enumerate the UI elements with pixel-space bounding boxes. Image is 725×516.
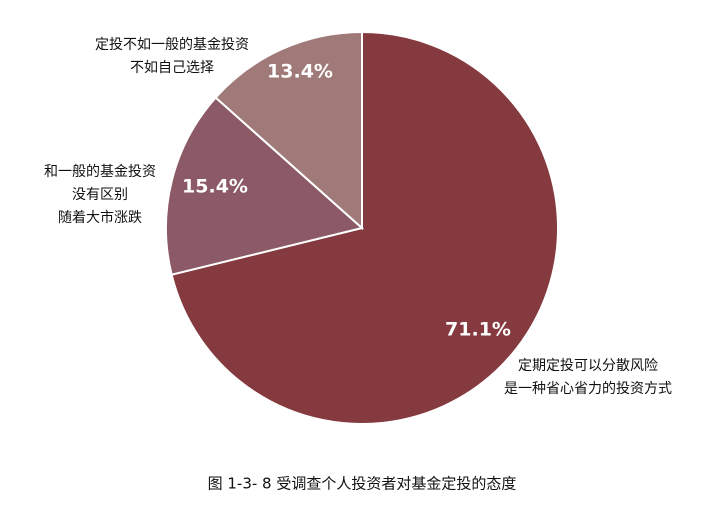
value-label: 71.1% — [445, 319, 511, 341]
category-label: 不如自己选择 — [130, 60, 214, 76]
category-label: 是一种省心省力的投资方式 — [504, 381, 672, 397]
value-label: 13.4% — [267, 61, 333, 83]
caption: 图 1-3- 8 受调查个人投资者对基金定投的态度 — [208, 475, 517, 493]
category-label: 定投不如一般的基金投资 — [95, 36, 249, 53]
category-label: 和一般的基金投资 — [44, 163, 156, 180]
pie-slice — [214, 30, 363, 231]
category-label: 随着大市涨跌 — [58, 209, 142, 226]
pie — [165, 30, 559, 425]
pie-slice — [165, 96, 365, 276]
category-label: 没有区别 — [72, 187, 128, 203]
pie-slice — [170, 30, 559, 425]
value-label: 15.4% — [182, 176, 248, 198]
category-label: 定期定投可以分散风险 — [518, 358, 658, 374]
